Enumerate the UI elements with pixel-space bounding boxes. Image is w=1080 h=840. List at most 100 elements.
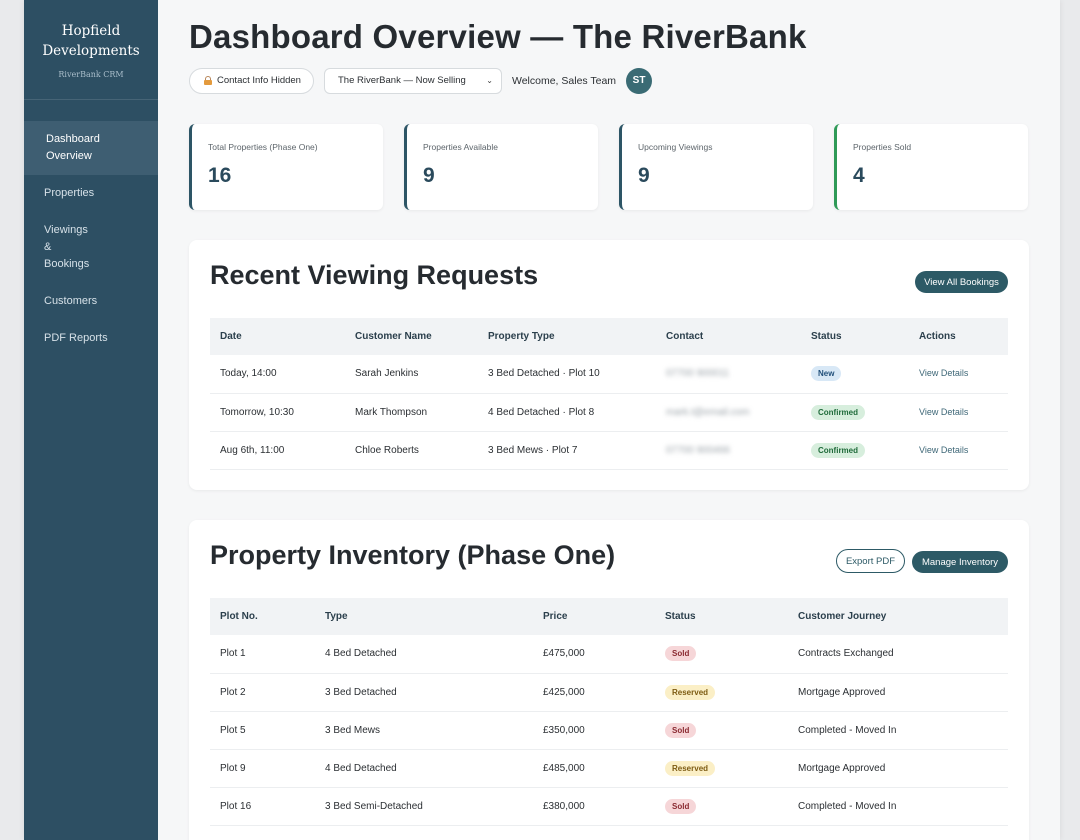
status-badge: Reserved	[665, 684, 716, 700]
table-row: Plot 9 4 Bed Detached £485,000 Reserved …	[210, 749, 1008, 788]
sidebar-item-properties[interactable]: Properties	[44, 187, 95, 199]
contact-info-label: Contact Info Hidden	[217, 75, 301, 86]
actions-cell: View Details	[909, 355, 1008, 394]
contact-info-toggle[interactable]: Contact Info Hidden	[189, 67, 314, 94]
development-select-value: The RiverBank — Now Selling	[337, 75, 466, 86]
view-details-link[interactable]: View Details	[919, 444, 969, 455]
status-badge: Confirmed	[811, 442, 865, 458]
actions-cell: View Details	[909, 431, 1008, 470]
status-badge: New	[811, 366, 842, 382]
inventory-panel: Property Inventory (Phase One) Export PD…	[189, 520, 1029, 840]
date-cell: Aug 6th, 11:00	[210, 431, 345, 470]
journey-cell: Mortgage Approved	[788, 749, 1008, 788]
plot-cell: Plot 16	[210, 787, 315, 826]
property-cell: 4 Bed Detached · Plot 8	[478, 393, 656, 432]
panel-title: Property Inventory (Phase One)	[210, 540, 616, 570]
sidebar-item-customers[interactable]: Customers	[44, 295, 98, 307]
development-select[interactable]: The RiverBank — Now Selling ⌄	[323, 67, 502, 94]
status-badge: Sold	[665, 722, 697, 738]
column-header: Type	[315, 598, 533, 635]
view-details-link[interactable]: View Details	[919, 406, 969, 417]
status-cell: Sold	[655, 787, 788, 826]
viewings-table: Date Customer Name Property Type Contact…	[210, 318, 1008, 470]
journey-cell: Completed - Moved In	[788, 711, 1008, 750]
price-cell: £485,000	[533, 749, 655, 788]
hidden-contact: 07700 900466	[666, 444, 730, 456]
export-pdf-button[interactable]: Export PDF	[836, 549, 905, 573]
stat-card-viewings: Upcoming Viewings 9	[619, 124, 813, 210]
actions-cell: View Details	[909, 393, 1008, 432]
column-header: Status	[655, 598, 788, 635]
type-cell: 3 Bed Detached	[315, 673, 533, 712]
table-row: Tomorrow, 10:30 Mark Thompson 4 Bed Deta…	[210, 393, 1008, 432]
contact-cell: mark.t@email.com	[656, 393, 801, 432]
plot-cell: Plot 5	[210, 711, 315, 750]
status-cell: Confirmed	[801, 393, 909, 432]
type-cell: 3 Bed Semi-Detached	[315, 787, 533, 826]
stat-value: 16	[208, 164, 232, 187]
type-cell: 4 Bed Detached	[315, 635, 533, 674]
journey-cell: Completed - Moved In	[788, 787, 1008, 826]
customer-cell: Mark Thompson	[345, 393, 478, 432]
sidebar-item-viewings[interactable]: Viewings & Bookings	[44, 224, 90, 270]
stat-value: 4	[853, 164, 865, 187]
status-cell: Reserved	[655, 673, 788, 712]
customer-cell: Chloe Roberts	[345, 431, 478, 470]
table-row: Plot 2 3 Bed Detached £425,000 Reserved …	[210, 673, 1008, 712]
column-header: Date	[210, 318, 345, 355]
stat-value: 9	[638, 164, 650, 187]
stat-card-sold: Properties Sold 4	[834, 124, 1028, 210]
stat-label: Upcoming Viewings	[638, 142, 713, 152]
stats-row: Total Properties (Phase One) 16 Properti…	[189, 124, 1029, 210]
avatar[interactable]: ST	[626, 67, 653, 94]
chevron-down-icon: ⌄	[486, 76, 493, 85]
lock-icon	[204, 76, 212, 85]
stat-label: Total Properties (Phase One)	[208, 142, 318, 152]
price-cell: £425,000	[533, 673, 655, 712]
app-window: Hopfield Developments RiverBank CRM Dash…	[24, 0, 1060, 840]
status-cell: Sold	[655, 711, 788, 750]
manage-inventory-button[interactable]: Manage Inventory	[912, 551, 1008, 573]
column-header: Actions	[909, 318, 1008, 355]
table-header-row: Plot No. Type Price Status Customer Jour…	[210, 598, 1008, 635]
view-all-bookings-button[interactable]: View All Bookings	[915, 271, 1008, 293]
status-cell: Sold	[655, 635, 788, 674]
column-header: Status	[801, 318, 909, 355]
table-row: Aug 6th, 11:00 Chloe Roberts 3 Bed Mews …	[210, 431, 1008, 470]
stat-card-available: Properties Available 9	[404, 124, 598, 210]
status-cell: New	[801, 355, 909, 394]
column-header: Property Type	[478, 318, 656, 355]
plot-cell: Plot 9	[210, 749, 315, 788]
status-badge: Confirmed	[811, 404, 865, 420]
property-cell: 3 Bed Detached · Plot 10	[478, 355, 656, 394]
toolbar: Contact Info Hidden The RiverBank — Now …	[189, 67, 653, 94]
column-header: Customer Journey	[788, 598, 1008, 635]
brand-subtitle: RiverBank CRM	[58, 70, 124, 79]
price-cell: £475,000	[533, 635, 655, 674]
brand: Hopfield Developments RiverBank CRM	[24, 0, 158, 100]
viewing-requests-panel: Recent Viewing Requests View All Booking…	[189, 240, 1029, 490]
page-title: Dashboard Overview — The RiverBank	[189, 18, 807, 55]
hidden-contact: 07700 900011	[666, 368, 730, 380]
type-cell: 4 Bed Detached	[315, 749, 533, 788]
property-cell: 3 Bed Mews · Plot 7	[478, 431, 656, 470]
table-row: Plot 1 4 Bed Detached £475,000 Sold Cont…	[210, 635, 1008, 674]
status-badge: Reserved	[665, 760, 716, 776]
table-header-row: Date Customer Name Property Type Contact…	[210, 318, 1008, 355]
panel-title: Recent Viewing Requests	[210, 260, 539, 290]
hidden-contact: mark.t@email.com	[666, 406, 750, 418]
sidebar-item-dashboard[interactable]: Dashboard Overview	[24, 121, 158, 175]
status-cell: Reserved	[655, 749, 788, 788]
date-cell: Today, 14:00	[210, 355, 345, 394]
contact-cell: 07700 900466	[656, 431, 801, 470]
sidebar-item-pdf-reports[interactable]: PDF Reports	[44, 332, 108, 344]
stat-label: Properties Sold	[853, 142, 912, 152]
price-cell: £350,000	[533, 711, 655, 750]
table-row: Plot 5 3 Bed Mews £350,000 Sold Complete…	[210, 711, 1008, 750]
sidebar-nav: Dashboard Overview Properties Viewings &…	[24, 121, 158, 347]
status-cell: Confirmed	[801, 431, 909, 470]
view-details-link[interactable]: View Details	[919, 368, 969, 379]
inventory-table: Plot No. Type Price Status Customer Jour…	[210, 598, 1008, 826]
sidebar: Hopfield Developments RiverBank CRM Dash…	[24, 0, 158, 840]
plot-cell: Plot 1	[210, 635, 315, 674]
